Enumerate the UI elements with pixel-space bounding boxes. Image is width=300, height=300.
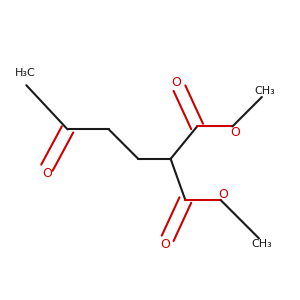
Text: CH₃: CH₃ bbox=[254, 86, 275, 96]
Text: O: O bbox=[230, 126, 240, 139]
Text: H₃C: H₃C bbox=[14, 68, 35, 78]
Text: O: O bbox=[42, 167, 52, 180]
Text: O: O bbox=[160, 238, 170, 251]
Text: O: O bbox=[219, 188, 229, 201]
Text: CH₃: CH₃ bbox=[251, 239, 272, 249]
Text: O: O bbox=[172, 76, 182, 89]
